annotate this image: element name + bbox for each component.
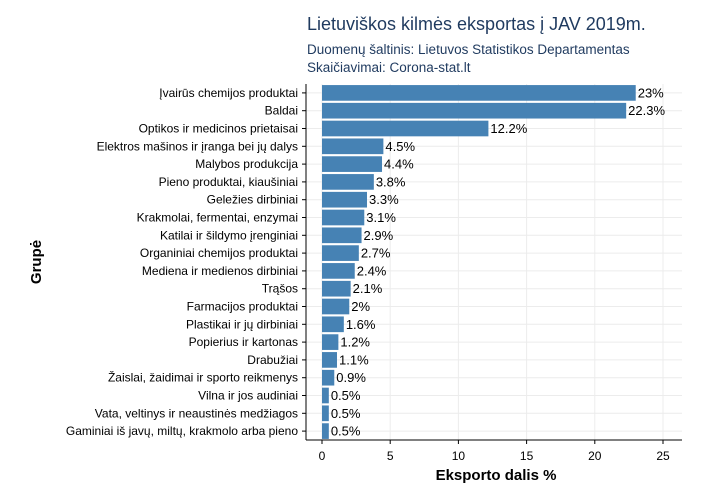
data-label: 1.2%	[340, 335, 370, 350]
y-tick-label: Plastikai ir jų dirbiniai	[186, 317, 298, 331]
y-axis-title: Grupė	[28, 240, 45, 284]
bar	[322, 405, 329, 422]
bar	[322, 174, 374, 190]
bar	[322, 387, 329, 404]
data-label: 0.5%	[331, 406, 361, 421]
y-tick-label: Geležies dirbiniai	[207, 193, 298, 207]
bar	[322, 227, 362, 244]
data-labels: 23% 22.3% 12.2% 4.5% 4.4% 3.8% 3.3% 3.1% 2.9% 2.7…	[331, 85, 666, 438]
y-tick-label: Drabužiai	[247, 353, 298, 367]
chart-title: Lietuviškos kilmės eksportas į JAV 2019m…	[307, 14, 646, 34]
y-tick-label: Krakmolai, fermentai, enzymai	[137, 211, 298, 225]
data-label: 2.1%	[353, 281, 383, 296]
y-tick-label: Farmacijos produktai	[187, 300, 298, 314]
bar	[322, 280, 351, 297]
grid-lines	[306, 84, 682, 440]
data-label: 12.2%	[490, 121, 527, 136]
y-tick-label: Organiniai chemijos produktai	[140, 246, 298, 260]
data-label: 0.9%	[336, 370, 366, 385]
bar	[322, 85, 636, 101]
bars	[322, 85, 636, 439]
bar	[322, 423, 329, 439]
bar	[322, 138, 384, 155]
y-tick-label: Elektros mašinos ir įranga bei jų dalys	[97, 139, 298, 153]
data-label: 23%	[638, 85, 664, 100]
y-tick-label: Vata, veltinys ir neaustinės medžiagos	[95, 406, 298, 420]
data-label: 3.8%	[376, 174, 406, 189]
y-tick-label: Trąšos	[262, 282, 298, 296]
chart-subtitle: Duomenų šaltinis: Lietuvos Statistikos D…	[307, 41, 630, 77]
data-label: 1.1%	[339, 352, 369, 367]
y-tick-label: Pieno produktai, kiaušiniai	[159, 175, 298, 189]
bar	[322, 334, 339, 350]
bar	[322, 298, 350, 315]
bar	[322, 209, 365, 226]
bar	[322, 245, 359, 261]
y-tick-label: Katilai ir šildymo įrenginiai	[160, 228, 298, 242]
bar	[322, 102, 627, 119]
bar	[322, 316, 344, 333]
bar	[322, 120, 489, 137]
x-tick-label: 5	[387, 449, 394, 463]
bar	[322, 191, 368, 208]
data-label: 2.7%	[361, 246, 391, 261]
y-tick-label: Mediena ir medienos dirbiniai	[142, 264, 298, 278]
data-label: 2.9%	[364, 228, 394, 243]
data-label: 4.4%	[384, 157, 414, 172]
data-label: 0.5%	[331, 424, 361, 439]
x-tick-label: 10	[452, 449, 466, 463]
data-label: 3.1%	[366, 210, 396, 225]
y-tick-label: Gaminiai iš javų, miltų, krakmolo arba p…	[66, 424, 298, 438]
y-tick-label: Malybos produkcija	[195, 157, 298, 171]
data-label: 4.5%	[385, 139, 415, 154]
x-tick-label: 15	[520, 449, 534, 463]
data-label: 0.5%	[331, 388, 361, 403]
x-tick-label: 25	[656, 449, 670, 463]
x-axis-title: Eksporto dalis %	[436, 467, 557, 484]
bar	[322, 263, 355, 279]
subtitle-calculations: Skaičiavimai: Corona-stat.lt	[307, 60, 471, 75]
data-label: 2.4%	[357, 263, 387, 278]
y-tick-label: Popierius ir kartonas	[189, 335, 298, 349]
data-label: 3.3%	[369, 192, 399, 207]
bar	[322, 369, 335, 386]
y-tick-label: Įvairūs chemijos produktai	[159, 86, 298, 100]
y-tick-label: Vilna ir jos audiniai	[198, 389, 298, 403]
axes: Įvairūs chemijos produktai Baldai Optikos …	[66, 84, 682, 463]
bar	[322, 352, 338, 368]
y-tick-label: Baldai	[265, 104, 298, 118]
y-tick-label: Žaislai, žaidimai ir sporto reikmenys	[108, 370, 298, 385]
bar	[322, 156, 383, 172]
data-label: 1.6%	[346, 317, 376, 332]
y-tick-label: Optikos ir medicinos prietaisai	[139, 122, 298, 136]
subtitle-source: Duomenų šaltinis: Lietuvos Statistikos D…	[307, 42, 630, 57]
data-label: 22.3%	[628, 103, 665, 118]
data-label: 2%	[351, 299, 370, 314]
x-tick-label: 20	[588, 449, 602, 463]
x-tick-label: 0	[319, 449, 326, 463]
